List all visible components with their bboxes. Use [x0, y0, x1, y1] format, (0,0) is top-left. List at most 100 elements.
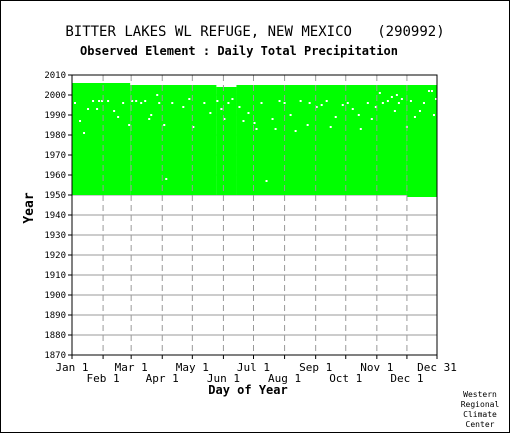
missing-day-mark: [351, 108, 354, 110]
missing-day-mark: [150, 114, 153, 116]
missing-day-mark: [231, 98, 234, 100]
credit-line: Western: [463, 390, 497, 399]
missing-day-mark: [131, 100, 134, 102]
missing-day-mark: [432, 114, 435, 116]
data-coverage-block: [236, 85, 407, 195]
missing-day-mark: [209, 112, 212, 114]
y-tick-label: 2000: [44, 91, 66, 101]
x-tick-label: Jun 1: [207, 372, 240, 385]
y-tick-label: 1890: [44, 311, 66, 321]
y-tick-label: 1950: [44, 191, 66, 201]
y-tick-label: 1970: [44, 151, 66, 161]
missing-day-mark: [308, 102, 311, 104]
missing-day-mark: [374, 106, 377, 108]
y-tick-label: 1870: [44, 351, 66, 361]
missing-day-mark: [238, 106, 241, 108]
missing-day-mark: [227, 102, 230, 104]
missing-day-mark: [203, 102, 206, 104]
missing-day-mark: [341, 104, 344, 106]
y-tick-label: 1880: [44, 331, 66, 341]
missing-day-mark: [397, 102, 400, 104]
credit-block: Western Regional Climate Center: [452, 390, 508, 430]
missing-day-mark: [87, 108, 90, 110]
missing-day-mark: [315, 106, 318, 108]
data-coverage-block: [406, 85, 437, 197]
data-coverage-block: [72, 83, 131, 195]
missing-day-mark: [274, 128, 277, 130]
x-tick-label: Jan 1: [55, 361, 88, 374]
missing-day-mark: [434, 98, 437, 100]
data-coverage-block: [216, 87, 237, 195]
credit-line: Center: [465, 420, 495, 429]
missing-day-mark: [182, 106, 185, 108]
missing-day-mark: [122, 102, 125, 104]
y-tick-label: 1990: [44, 111, 66, 121]
missing-day-mark: [378, 92, 381, 94]
missing-day-mark: [334, 116, 337, 118]
missing-day-mark: [359, 128, 362, 130]
missing-day-mark: [357, 114, 360, 116]
missing-day-mark: [430, 90, 433, 92]
missing-day-mark: [395, 94, 398, 96]
missing-day-mark: [188, 98, 191, 100]
missing-day-mark: [370, 118, 373, 120]
missing-day-mark: [294, 130, 297, 132]
credit-line: Climate: [463, 410, 497, 419]
y-tick-label: 1960: [44, 171, 66, 181]
x-tick-label: Apr 1: [146, 372, 179, 385]
missing-day-mark: [117, 116, 120, 118]
missing-day-mark: [299, 100, 302, 102]
missing-day-mark: [329, 126, 332, 128]
chart-subtitle: Observed Element : Daily Total Precipita…: [80, 44, 398, 58]
x-tick-label: Sep 1: [299, 361, 332, 374]
missing-day-mark: [128, 124, 131, 126]
missing-day-mark: [386, 100, 389, 102]
missing-day-mark: [265, 180, 268, 182]
missing-day-mark: [400, 98, 403, 100]
data-coverage-block: [130, 85, 217, 195]
missing-day-mark: [144, 100, 147, 102]
missing-day-mark: [247, 112, 250, 114]
missing-day-mark: [92, 100, 95, 102]
missing-day-mark: [83, 132, 86, 134]
missing-day-mark: [156, 94, 159, 96]
missing-day-mark: [79, 120, 82, 122]
missing-day-mark: [98, 100, 101, 102]
missing-day-mark: [320, 104, 323, 106]
y-tick-label: 2010: [44, 71, 66, 81]
missing-day-mark: [413, 116, 416, 118]
missing-day-mark: [223, 118, 226, 120]
x-tick-label: Dec 1: [390, 372, 423, 385]
missing-day-mark: [390, 96, 393, 98]
y-tick-label: 1930: [44, 231, 66, 241]
missing-day-mark: [278, 100, 281, 102]
missing-day-mark: [135, 100, 138, 102]
x-axis-label: Day of Year: [208, 383, 287, 397]
x-tick-label: May 1: [176, 361, 209, 374]
missing-day-mark: [306, 124, 309, 126]
missing-day-mark: [271, 118, 274, 120]
y-axis-label: Year: [22, 192, 37, 223]
missing-day-mark: [422, 102, 425, 104]
missing-day-mark: [325, 100, 328, 102]
credit-line: Regional: [460, 400, 500, 409]
x-tick-label: Dec 31: [417, 361, 457, 374]
missing-day-mark: [140, 102, 143, 104]
missing-day-mark: [113, 110, 116, 112]
missing-day-mark: [409, 100, 412, 102]
missing-day-mark: [101, 100, 104, 102]
x-tick-label: Feb 1: [87, 372, 120, 385]
missing-day-mark: [418, 110, 421, 112]
missing-day-mark: [220, 108, 223, 110]
missing-day-mark: [260, 102, 263, 104]
missing-day-mark: [289, 114, 292, 116]
y-tick-label: 1900: [44, 291, 66, 301]
missing-day-mark: [74, 102, 77, 104]
missing-day-mark: [192, 126, 195, 128]
missing-day-mark: [163, 124, 166, 126]
missing-day-mark: [393, 110, 396, 112]
missing-day-mark: [165, 178, 168, 180]
missing-day-mark: [216, 100, 219, 102]
missing-day-mark: [283, 102, 286, 104]
